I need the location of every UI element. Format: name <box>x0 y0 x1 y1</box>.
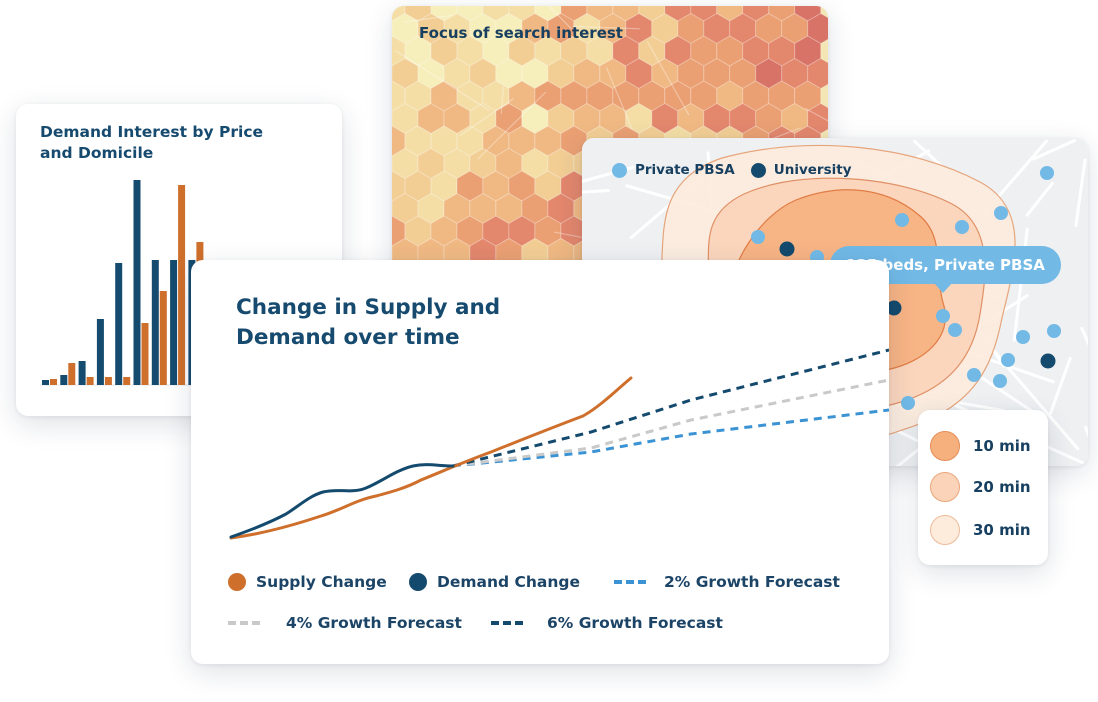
legend-label: 20 min <box>973 478 1031 496</box>
legend-label: Supply Change <box>256 573 387 591</box>
navy-bar <box>42 380 49 385</box>
legend-30-min: 30 min <box>930 515 1031 545</box>
supply-dot-icon <box>228 573 246 591</box>
forecast-6pct-line <box>452 348 889 468</box>
navy-bar <box>151 260 159 385</box>
legend-20-min: 20 min <box>930 472 1031 502</box>
private-pbsa-marker <box>1016 330 1030 344</box>
dash-2pct-icon <box>614 580 646 584</box>
orange-bar <box>159 291 167 385</box>
private-pbsa-dot-icon <box>612 162 627 178</box>
navy-bar <box>170 260 178 385</box>
street-line <box>395 50 490 112</box>
legend-label: 30 min <box>973 521 1031 539</box>
supply-demand-title: Change in Supply and Demand over time <box>236 295 501 350</box>
street <box>582 188 610 194</box>
street-line <box>606 67 633 130</box>
university-dot-icon <box>750 162 766 178</box>
supply-demand-line-chart <box>229 348 889 540</box>
heatmap-title: Focus of search interest <box>419 24 623 42</box>
university-marker <box>1040 353 1056 369</box>
legend-label: 10 min <box>973 437 1031 455</box>
travel-time-legend: 10 min 20 min 30 min <box>918 410 1048 565</box>
isochrone-20-swatch-icon <box>930 472 960 502</box>
legend-label: Demand Change <box>437 573 581 591</box>
street-line <box>805 107 828 122</box>
legend-6pct-forecast: 6% Growth Forecast <box>491 614 723 632</box>
private-pbsa-marker <box>948 323 962 337</box>
legend-label: 4% Growth Forecast <box>286 614 462 632</box>
legend-2pct-forecast: 2% Growth Forecast <box>614 573 840 591</box>
navy-bar <box>115 263 123 385</box>
street-line <box>646 41 690 116</box>
forecast-2pct-line <box>452 408 889 468</box>
legend-label: 2% Growth Forecast <box>664 573 840 591</box>
orange-bar <box>68 363 76 385</box>
map-legend: Private PBSA University <box>612 162 858 178</box>
private-pbsa-marker <box>895 213 909 227</box>
orange-bar <box>86 377 94 385</box>
street <box>992 349 1080 451</box>
legend-10-min: 10 min <box>930 431 1031 461</box>
legend-supply-change: Supply Change <box>228 573 387 591</box>
demand-dot-icon <box>409 573 427 591</box>
legend-demand-change: Demand Change <box>409 573 580 591</box>
navy-bar <box>78 361 86 385</box>
street-line <box>548 6 573 30</box>
street-line <box>459 97 514 137</box>
demand-change-line <box>229 463 455 539</box>
navy-bar <box>60 375 68 385</box>
legend-label: 6% Growth Forecast <box>547 614 723 632</box>
university-marker <box>779 241 795 257</box>
map-legend-university: University <box>750 162 852 178</box>
private-pbsa-marker <box>993 374 1007 388</box>
forecast-4pct-line <box>452 378 889 468</box>
street-line <box>572 25 640 30</box>
private-pbsa-marker <box>1001 353 1015 367</box>
private-pbsa-marker <box>751 230 765 244</box>
street <box>582 165 635 183</box>
orange-bar <box>50 379 57 385</box>
private-pbsa-marker <box>1047 324 1061 338</box>
street <box>1025 181 1054 217</box>
street <box>1074 158 1087 228</box>
map-legend-label: University <box>773 162 852 178</box>
legend-4pct-forecast: 4% Growth Forecast <box>228 614 462 632</box>
street <box>1080 326 1088 346</box>
street <box>1031 138 1077 161</box>
private-pbsa-marker <box>967 368 981 382</box>
orange-bar <box>141 323 149 385</box>
bar-chart-title: Demand Interest by Price and Domicile <box>40 123 264 162</box>
private-pbsa-marker <box>1040 166 1054 180</box>
private-pbsa-marker <box>901 396 915 410</box>
university-marker <box>886 300 902 316</box>
street <box>1048 356 1072 417</box>
street-line <box>477 91 547 160</box>
isochrone-10-swatch-icon <box>930 431 960 461</box>
private-pbsa-marker <box>994 206 1008 220</box>
map-legend-private-pbsa: Private PBSA <box>612 162 735 178</box>
navy-bar <box>96 319 104 385</box>
private-pbsa-marker <box>955 220 969 234</box>
map-legend-label: Private PBSA <box>635 162 735 178</box>
orange-bar <box>123 377 131 385</box>
orange-bar <box>178 185 186 385</box>
isochrone-30-swatch-icon <box>930 515 960 545</box>
dash-6pct-icon <box>491 621 523 625</box>
orange-bar <box>104 377 112 385</box>
supply-change-line <box>229 376 633 540</box>
street-line <box>403 14 453 23</box>
navy-bar <box>133 180 141 385</box>
private-pbsa-marker <box>936 309 950 323</box>
street-line <box>500 86 504 114</box>
dash-4pct-icon <box>228 621 260 625</box>
supply-demand-card: Change in Supply and Demand over time Su… <box>191 260 889 664</box>
